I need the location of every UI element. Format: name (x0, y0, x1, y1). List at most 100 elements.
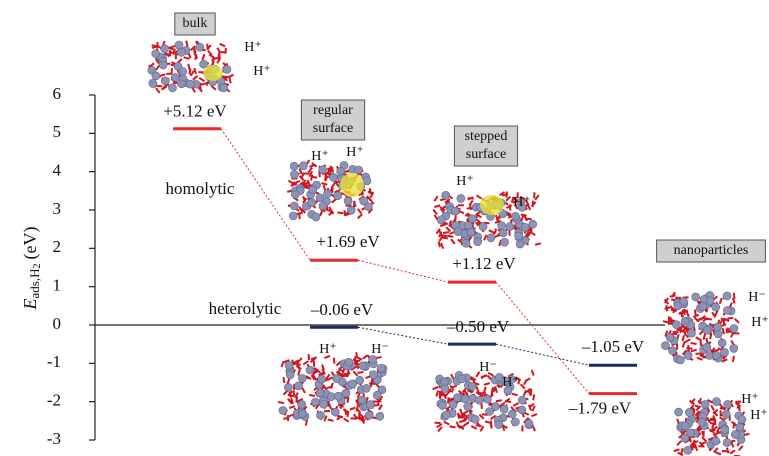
bond (358, 214, 362, 218)
atom (179, 68, 187, 76)
bond (513, 403, 518, 406)
atom (437, 216, 445, 224)
y-tick-label: -2 (47, 391, 61, 410)
atom (666, 334, 674, 342)
atom (736, 423, 744, 431)
bond (476, 386, 478, 392)
atom (366, 401, 374, 409)
atom (529, 220, 537, 228)
bond (681, 448, 682, 454)
bond (332, 187, 333, 193)
atom (688, 329, 696, 337)
atom (290, 162, 298, 170)
atom (161, 77, 169, 85)
bond (371, 381, 372, 387)
atom (152, 72, 160, 80)
atom (175, 41, 183, 49)
atom (681, 422, 689, 430)
bond (438, 427, 442, 432)
bond (278, 402, 284, 403)
density (340, 173, 364, 197)
category-label: bulk (183, 16, 208, 31)
bond (535, 243, 541, 244)
y-tick-label: 2 (53, 237, 62, 256)
bond (159, 74, 165, 76)
bond (484, 383, 490, 385)
bond (476, 425, 482, 426)
bond (481, 375, 487, 377)
bond (487, 375, 491, 379)
atom (286, 371, 294, 379)
atom (730, 325, 738, 333)
category-line: regular (313, 103, 353, 118)
bond (363, 355, 368, 359)
atom (721, 426, 729, 434)
bond (695, 310, 696, 316)
value-label: –1.05 eV (581, 337, 645, 356)
bond (311, 177, 317, 178)
atom (461, 395, 469, 403)
atom (506, 223, 514, 231)
atom (712, 303, 720, 311)
atom (521, 223, 529, 231)
bond (439, 241, 440, 247)
bond (188, 64, 189, 70)
atom (438, 402, 446, 410)
unit: (eV) (20, 227, 41, 260)
bond (194, 68, 196, 74)
bond (733, 356, 734, 362)
atom (485, 407, 493, 415)
bond (471, 426, 476, 429)
bond (739, 446, 743, 451)
structure-image (433, 370, 537, 431)
annotation: H⁺ (502, 375, 520, 390)
bond (289, 406, 295, 408)
atom (345, 358, 353, 366)
bond (683, 335, 684, 341)
category-line: nanoparticles (674, 243, 749, 258)
bond (700, 398, 701, 404)
bond (321, 183, 327, 184)
bond (489, 230, 494, 233)
bond (228, 75, 233, 78)
atom (360, 197, 368, 205)
atom (334, 392, 342, 400)
bond (357, 405, 358, 411)
bond (485, 421, 491, 422)
atom (508, 410, 516, 418)
bond (288, 181, 293, 184)
atom (474, 238, 482, 246)
bond (193, 76, 198, 80)
bond (199, 78, 204, 81)
bond (303, 361, 308, 364)
bond (480, 426, 483, 431)
atom (196, 43, 204, 51)
bond (209, 55, 214, 58)
annotation: H⁺ (456, 174, 474, 189)
atom (316, 194, 324, 202)
atom (467, 228, 475, 236)
atom (312, 213, 320, 221)
bond (171, 68, 172, 74)
bond (685, 339, 690, 342)
atom (685, 408, 693, 416)
atom (475, 396, 483, 404)
atom (676, 356, 684, 364)
atom (161, 45, 169, 53)
bond (440, 393, 441, 399)
subscript: 2 (32, 264, 43, 269)
bond (671, 310, 677, 311)
bond (524, 390, 526, 396)
bond (450, 426, 456, 427)
atom (186, 80, 194, 88)
atom (373, 391, 381, 399)
atom (220, 84, 228, 92)
atom (359, 362, 367, 370)
bond (195, 54, 196, 60)
value-label: +1.12 eV (452, 254, 516, 273)
atom (512, 212, 520, 220)
atom (468, 215, 476, 223)
bond (535, 195, 539, 200)
bond (434, 196, 437, 201)
bond (356, 352, 357, 358)
